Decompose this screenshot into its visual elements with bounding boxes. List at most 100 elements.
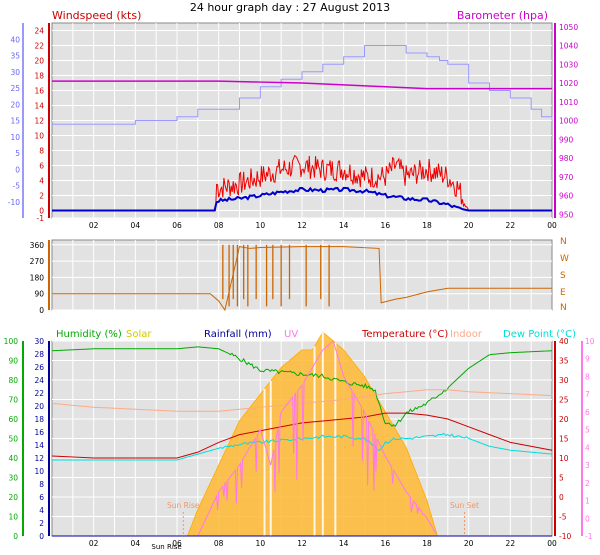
temp-tick-label: 25: [559, 396, 569, 405]
humidity-line: [51, 346, 553, 427]
rain-tick-label: 24: [34, 376, 44, 385]
temp-tick-label: 20: [559, 415, 569, 424]
rain-tick-label: 16: [34, 428, 44, 437]
outer-tick-label: 30: [10, 68, 20, 77]
direction-tick-label: 180: [30, 273, 45, 282]
uv-tick-label: 3: [585, 461, 590, 470]
sun-rise-axis-label: Sun Rise: [151, 543, 181, 551]
direction-tick-label: 90: [34, 290, 44, 299]
legend-item: Indoor: [450, 329, 483, 340]
x-tick-label: 18: [422, 539, 432, 548]
x-tick-label: 12: [297, 221, 307, 230]
rain-tick-label: 22: [34, 389, 44, 398]
temp-tick-label: 15: [559, 435, 569, 444]
compass-label: E: [560, 288, 566, 298]
barometer-tick-label: 980: [559, 154, 574, 163]
x-tick-label: 16: [381, 221, 391, 230]
humidity-tick-label: 80: [8, 376, 18, 385]
rain-tick-label: 0: [39, 532, 44, 541]
temp-humidity-chart: Humidity (%) Solar Rainfall (mm) UV Temperat…: [4, 329, 595, 551]
barometer-axis-title: Barometer (hpa): [457, 9, 548, 22]
outer-tick-label: -5: [13, 182, 21, 191]
humidity-tick-label: 90: [8, 357, 18, 366]
outer-tick-label: -10: [8, 198, 20, 207]
sun-marker-label: Sun Rise: [167, 501, 200, 510]
rain-tick-label: 28: [34, 350, 44, 359]
rain-tick-label: 18: [34, 415, 44, 424]
legend-item: UV: [284, 329, 298, 340]
x-tick-label: 16: [381, 539, 391, 548]
temp-tick-label: 40: [559, 337, 569, 346]
uv-tick-label: 4: [585, 443, 590, 452]
x-tick-label: 02: [89, 221, 99, 230]
compass-label: N: [560, 237, 567, 247]
rain-tick-label: 26: [34, 363, 44, 372]
humidity-tick-label: 50: [8, 435, 18, 444]
outer-tick-label: 10: [10, 133, 20, 142]
outer-tick-label: 40: [10, 35, 20, 44]
barometer-tick-label: 950: [559, 210, 574, 219]
temp-tick-label: 5: [559, 474, 564, 483]
uv-tick-label: -1: [585, 532, 593, 541]
outer-tick-label: 35: [10, 52, 20, 61]
barometer-tick-label: 960: [559, 192, 574, 201]
rain-tick-label: 10: [34, 467, 44, 476]
direction-line: [52, 246, 552, 312]
barometer-line: [52, 80, 552, 90]
speed-tick-label: 6: [39, 162, 44, 171]
x-tick-label: 00: [547, 539, 557, 548]
humidity-tick-label: 0: [13, 532, 18, 541]
rain-tick-label: 14: [34, 441, 44, 450]
temp-tick-label: 10: [559, 454, 569, 463]
uv-tick-label: 2: [585, 479, 590, 488]
speed-tick-label: 2: [39, 192, 44, 201]
compass-label: S: [560, 271, 566, 281]
x-tick-label: 20: [464, 221, 474, 230]
x-tick-label: 02: [89, 539, 99, 548]
direction-tick-label: 360: [30, 241, 45, 250]
windspeed-axis-title: Windspeed (kts): [52, 9, 141, 22]
x-tick-label: 14: [339, 221, 349, 230]
dewpoint-line: [52, 432, 553, 461]
x-tick-label: 18: [422, 221, 432, 230]
humidity-tick-label: 20: [8, 493, 18, 502]
rain-tick-label: 20: [34, 402, 44, 411]
x-tick-label: 06: [172, 221, 182, 230]
legend-item: Humidity (%): [56, 329, 122, 340]
barometer-tick-label: 1050: [559, 23, 578, 32]
direction-tick-label: 270: [30, 257, 45, 266]
barometer-tick-label: 1040: [559, 42, 578, 51]
speed-tick-label: 18: [34, 72, 44, 81]
outer-tick-label: 25: [10, 84, 20, 93]
x-tick-label: 20: [464, 539, 474, 548]
barometer-tick-label: 990: [559, 135, 574, 144]
speed-tick-label: 10: [34, 132, 44, 141]
x-tick-label: 14: [339, 539, 349, 548]
barometer-tick-label: 1020: [559, 79, 578, 88]
humidity-tick-label: 40: [8, 454, 18, 463]
legend-item: Rainfall (mm): [204, 329, 272, 340]
uv-tick-label: 8: [585, 372, 590, 381]
direction-tick-label: 0: [39, 306, 44, 315]
x-tick-label: 10: [256, 539, 266, 548]
x-tick-label: 22: [506, 221, 516, 230]
rain-tick-label: 12: [34, 454, 44, 463]
humidity-tick-label: 100: [4, 337, 19, 346]
x-tick-label: 08: [214, 539, 224, 548]
outer-tick-label: 20: [10, 100, 20, 109]
temp-tick-label: 30: [559, 376, 569, 385]
legend-item: Solar: [126, 329, 152, 340]
uv-line: [197, 340, 437, 537]
gust-line: [52, 45, 553, 125]
wind-barometer-chart: Windspeed (kts) Barometer (hpa) 40353025…: [8, 9, 579, 230]
compass-label: W: [560, 254, 569, 264]
uv-tick-label: 9: [585, 355, 590, 364]
speed-tick-label: 14: [34, 102, 44, 111]
speed-tick-label: 0: [39, 207, 44, 216]
speed-tick-label: 4: [39, 177, 44, 186]
compass-label: N: [560, 303, 567, 313]
uv-tick-label: 5: [585, 426, 590, 435]
humidity-tick-label: 70: [8, 396, 18, 405]
temp-tick-label: -10: [559, 532, 571, 541]
